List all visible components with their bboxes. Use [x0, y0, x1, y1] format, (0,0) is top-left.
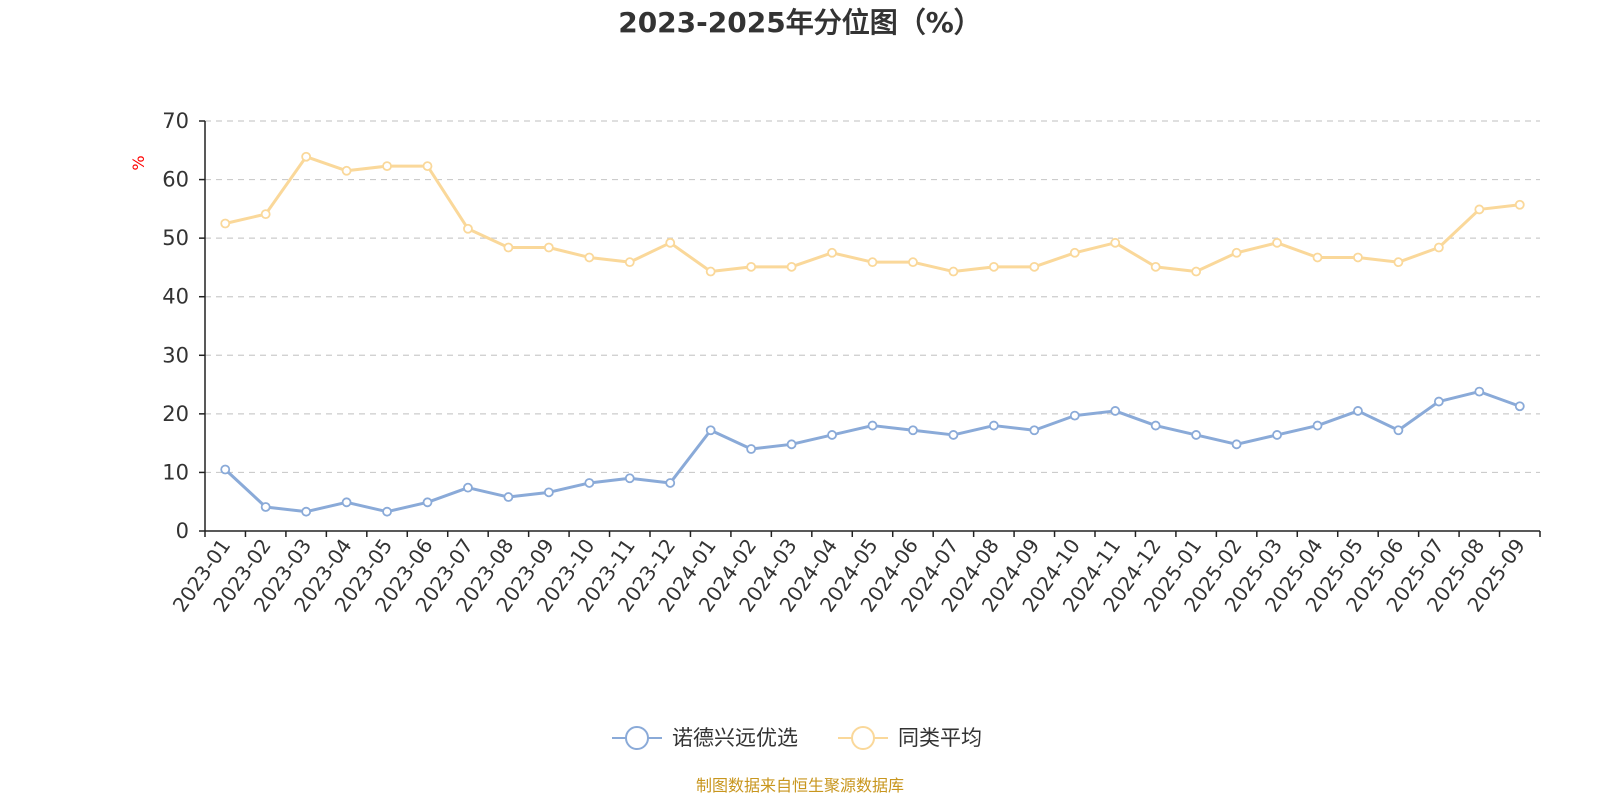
data-point-1-22[interactable] — [1110, 237, 1121, 248]
data-point-0-27[interactable] — [1312, 420, 1323, 431]
data-point-1-30[interactable] — [1433, 242, 1444, 253]
data-point-0-23[interactable] — [1150, 420, 1161, 431]
y-tick-label: 60 — [162, 168, 189, 192]
data-point-1-11[interactable] — [665, 237, 676, 248]
y-axis-label: % — [129, 155, 148, 170]
data-point-0-11[interactable] — [665, 478, 676, 488]
data-point-0-6[interactable] — [463, 482, 473, 493]
data-point-0-16[interactable] — [867, 420, 878, 431]
data-point-1-24[interactable] — [1191, 266, 1202, 277]
data-point-1-5[interactable] — [422, 161, 433, 172]
y-tick-label: 10 — [162, 460, 189, 484]
data-point-1-3[interactable] — [341, 165, 352, 176]
data-point-0-18[interactable] — [948, 430, 959, 440]
data-point-1-15[interactable] — [827, 247, 837, 258]
data-source-note: 制图数据来自恒生聚源数据库 — [696, 776, 904, 795]
data-point-0-29[interactable] — [1393, 425, 1404, 436]
data-point-0-20[interactable] — [1029, 425, 1040, 436]
data-point-0-0[interactable] — [220, 464, 231, 475]
y-tick-label: 30 — [162, 343, 189, 367]
y-tick-label: 50 — [162, 226, 189, 250]
data-point-1-8[interactable] — [543, 242, 554, 253]
data-point-1-18[interactable] — [948, 266, 959, 277]
data-point-1-2[interactable] — [301, 151, 312, 162]
data-point-0-4[interactable] — [382, 506, 392, 517]
data-point-1-29[interactable] — [1393, 257, 1404, 268]
y-tick-label: 40 — [162, 285, 189, 309]
y-tick-labels: 0 10 20 30 40 50 60 70 — [162, 109, 189, 543]
legend-circle-icon — [851, 726, 875, 750]
legend-label: 诺德兴远优选 — [672, 726, 798, 750]
data-point-1-4[interactable] — [382, 161, 392, 172]
data-point-0-8[interactable] — [543, 487, 554, 498]
data-point-1-21[interactable] — [1069, 247, 1080, 258]
data-point-0-19[interactable] — [988, 420, 999, 431]
data-point-0-14[interactable] — [786, 439, 797, 450]
data-point-1-0[interactable] — [220, 218, 231, 229]
data-point-1-26[interactable] — [1272, 237, 1282, 248]
data-point-1-13[interactable] — [746, 261, 757, 272]
data-point-1-17[interactable] — [908, 257, 918, 268]
data-point-0-31[interactable] — [1474, 386, 1485, 397]
data-point-0-30[interactable] — [1433, 396, 1444, 407]
data-point-0-15[interactable] — [827, 430, 837, 440]
data-point-0-10[interactable] — [624, 473, 635, 484]
data-point-1-1[interactable] — [260, 209, 271, 220]
chart-title: 2023-2025年分位图（%） — [618, 6, 982, 39]
data-point-0-1[interactable] — [260, 502, 271, 512]
data-point-1-25[interactable] — [1231, 247, 1242, 258]
x-tick-labels: 2023-012023-022023-032023-042023-052023-… — [168, 534, 1530, 616]
data-point-0-7[interactable] — [503, 492, 514, 502]
data-point-1-32[interactable] — [1514, 199, 1525, 210]
data-point-0-12[interactable] — [705, 425, 716, 436]
data-point-0-13[interactable] — [746, 444, 757, 454]
data-point-1-10[interactable] — [624, 257, 635, 268]
data-point-1-31[interactable] — [1474, 204, 1485, 215]
data-point-1-27[interactable] — [1312, 252, 1323, 263]
data-point-0-25[interactable] — [1231, 439, 1242, 450]
data-point-1-12[interactable] — [705, 266, 716, 277]
series-lines — [220, 151, 1525, 517]
legend-item-0[interactable]: 诺德兴远优选 — [612, 726, 798, 750]
data-point-0-24[interactable] — [1191, 430, 1202, 440]
data-point-0-5[interactable] — [422, 497, 433, 508]
data-point-0-32[interactable] — [1514, 401, 1525, 412]
data-point-1-19[interactable] — [988, 261, 999, 272]
data-point-1-23[interactable] — [1150, 261, 1161, 272]
data-point-0-3[interactable] — [341, 497, 352, 508]
data-point-1-28[interactable] — [1353, 252, 1363, 263]
data-point-0-26[interactable] — [1272, 430, 1282, 440]
legend-label: 同类平均 — [898, 726, 982, 750]
data-point-1-14[interactable] — [786, 261, 797, 272]
series-line-1 — [224, 155, 1520, 274]
data-point-0-28[interactable] — [1353, 406, 1363, 416]
data-point-0-9[interactable] — [584, 478, 595, 488]
data-point-0-22[interactable] — [1110, 406, 1121, 416]
data-point-0-17[interactable] — [908, 425, 918, 436]
series-line-0 — [224, 390, 1521, 514]
legend[interactable]: 诺德兴远优选 同类平均 — [612, 726, 982, 750]
legend-item-1[interactable]: 同类平均 — [838, 726, 982, 750]
legend-circle-icon — [625, 726, 649, 750]
data-point-1-6[interactable] — [463, 223, 473, 234]
data-point-1-16[interactable] — [867, 257, 878, 268]
grid-lines — [205, 120, 1540, 474]
axes — [199, 120, 1541, 537]
data-point-0-2[interactable] — [301, 506, 312, 517]
y-tick-label: 70 — [162, 109, 189, 133]
data-point-1-7[interactable] — [503, 242, 514, 253]
y-tick-label: 0 — [176, 519, 189, 543]
data-point-1-9[interactable] — [584, 252, 595, 263]
data-point-0-21[interactable] — [1069, 410, 1080, 421]
data-point-1-20[interactable] — [1029, 261, 1040, 272]
y-tick-label: 20 — [162, 402, 189, 426]
